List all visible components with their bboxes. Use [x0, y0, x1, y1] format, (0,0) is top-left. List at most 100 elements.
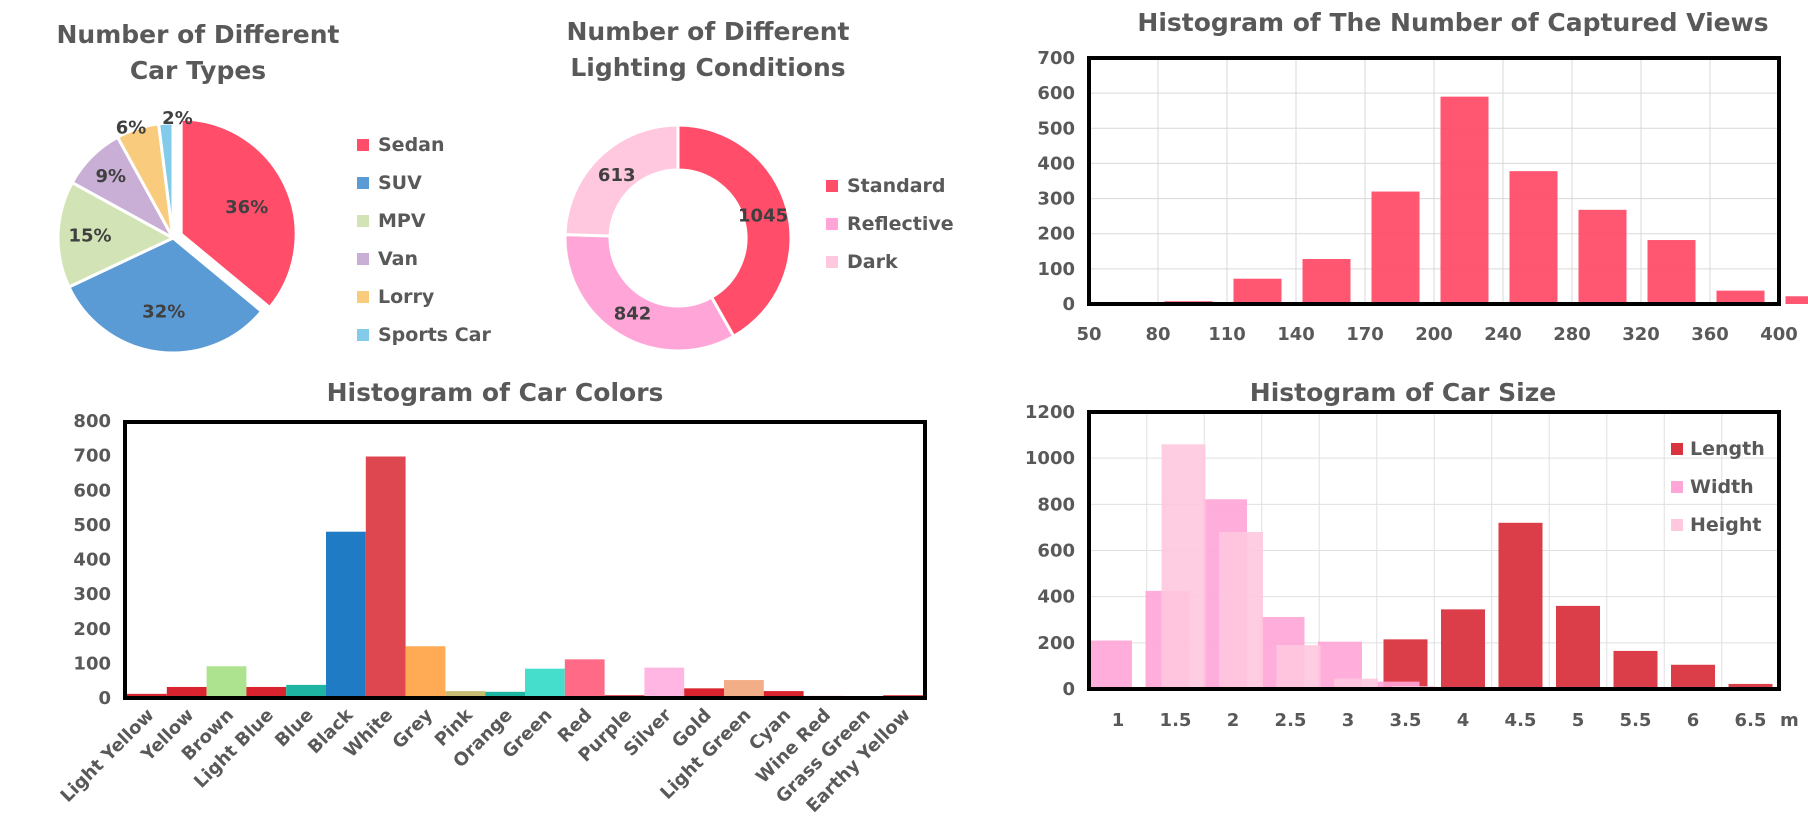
- car-types-legend-swatch-van: [357, 253, 369, 265]
- colors-plot-frame: [123, 420, 927, 700]
- car-types-legend-swatch-lorry: [357, 291, 369, 303]
- lighting-label-dark: 613: [598, 165, 636, 186]
- views-ytick-100: 100: [1037, 259, 1075, 280]
- colors-ytick-400: 400: [73, 550, 111, 571]
- size-bar-height-3: [1334, 678, 1378, 689]
- size-bar-width-3-5: [1375, 681, 1420, 689]
- car-types-slice-mpv: [56, 180, 177, 289]
- colors-ytick-700: 700: [73, 446, 111, 467]
- colors-ytick-200: 200: [73, 619, 111, 640]
- car-types-slice-sedan: [179, 117, 298, 310]
- size-bar-length-6-5: [1728, 683, 1773, 689]
- views-xtick-280: 280: [1553, 324, 1591, 345]
- colors-bar-yellow: [166, 686, 207, 698]
- size-ytick-600: 600: [1037, 541, 1075, 562]
- views-bar-110: [1233, 278, 1282, 304]
- car-types-legend-swatch-suv: [357, 177, 369, 189]
- colors-chart: Histogram of Car Colors 0 100 200 300 400 500…: [57, 378, 927, 817]
- lighting-slice-standard: [676, 123, 793, 339]
- car-types-title-line-2: Car Types: [130, 56, 266, 85]
- views-title: Histogram of The Number of Captured View…: [1137, 8, 1768, 37]
- colors-bar-cyan: [763, 691, 804, 698]
- colors-bar-orange: [485, 691, 525, 698]
- size-ytick-200: 200: [1037, 633, 1075, 654]
- car-types-legend-mpv: MPV: [378, 210, 426, 232]
- size-bar-height-1-5: [1161, 444, 1206, 689]
- colors-ytick-500: 500: [73, 515, 111, 536]
- car-types-label-suv: 32%: [142, 301, 185, 322]
- views-ytick-700: 700: [1037, 48, 1075, 69]
- size-xtick-3: 3: [1342, 710, 1355, 731]
- colors-ytick-100: 100: [73, 653, 111, 674]
- car-types-slice-suv: [66, 236, 264, 355]
- views-plot-frame: [1087, 56, 1781, 306]
- colors-bar-white: [365, 456, 406, 698]
- lighting-legend-reflective: Reflective: [847, 213, 954, 235]
- car-types-legend-swatch-mpv: [357, 215, 369, 227]
- size-legend-swatch-width: [1671, 481, 1683, 493]
- lighting-chart: Number of Different Lighting Conditions …: [563, 17, 954, 353]
- views-ytick-0: 0: [1062, 294, 1075, 315]
- views-ytick-300: 300: [1037, 189, 1075, 210]
- size-ytick-0: 0: [1062, 679, 1075, 700]
- views-bar-140: [1302, 259, 1351, 304]
- views-bar-170: [1371, 191, 1420, 304]
- size-xtick-2: 2: [1227, 710, 1240, 731]
- views-xtick-50: 50: [1076, 324, 1101, 345]
- car-types-label-van: 9%: [95, 166, 126, 187]
- lighting-title-line-1: Number of Different: [567, 17, 850, 46]
- colors-ytick-800: 800: [73, 411, 111, 432]
- views-bar-360: [1716, 290, 1765, 304]
- lighting-slice-reflective: [563, 233, 736, 353]
- car-types-label-sports-car: 2%: [162, 108, 193, 129]
- colors-bar-pink: [445, 691, 486, 698]
- lighting-legend-swatch-reflective: [826, 218, 838, 230]
- size-legend-width: Width: [1690, 476, 1754, 498]
- car-types-legend-lorry: Lorry: [378, 286, 435, 308]
- size-bar-length-5: [1556, 605, 1600, 689]
- size-bar-height-2-5: [1276, 645, 1321, 689]
- views-xtick-200: 200: [1415, 324, 1453, 345]
- car-types-legend-swatch-sedan: [357, 139, 369, 151]
- views-xtick-240: 240: [1484, 324, 1522, 345]
- views-ytick-500: 500: [1037, 118, 1075, 139]
- views-bar-200: [1440, 96, 1489, 305]
- lighting-legend-dark: Dark: [847, 251, 898, 273]
- size-bar-length-6: [1671, 664, 1715, 689]
- size-bar-length-4-5: [1498, 522, 1543, 689]
- colors-bar-black: [326, 531, 366, 698]
- size-legend-height: Height: [1690, 514, 1762, 536]
- lighting-label-reflective: 842: [614, 303, 652, 324]
- size-legend-length: Length: [1690, 438, 1765, 460]
- colors-ytick-600: 600: [73, 480, 111, 501]
- size-ytick-1000: 1000: [1025, 448, 1075, 469]
- size-xtick-2-5: 2.5: [1275, 710, 1307, 731]
- size-xtick-1: 1: [1112, 710, 1125, 731]
- car-types-label-sedan: 36%: [225, 197, 268, 218]
- views-chart: Histogram of The Number of Captured View…: [1037, 8, 1808, 345]
- views-ytick-400: 400: [1037, 153, 1075, 174]
- lighting-legend-standard: Standard: [847, 175, 946, 197]
- colors-bar-silver: [644, 667, 685, 698]
- views-xtick-170: 170: [1346, 324, 1384, 345]
- lighting-legend-swatch-standard: [826, 180, 838, 192]
- colors-bar-gold: [684, 688, 724, 698]
- size-bar-length-5-5: [1613, 650, 1658, 689]
- views-xtick-320: 320: [1622, 324, 1660, 345]
- colors-bar-light-green: [724, 680, 764, 698]
- size-ytick-400: 400: [1037, 587, 1075, 608]
- colors-bar-light-yellow: [127, 693, 167, 698]
- size-xtick-5: 5: [1572, 710, 1585, 731]
- views-ytick-600: 600: [1037, 83, 1075, 104]
- car-types-slice-sports-car: [156, 121, 175, 239]
- size-plot-frame: [1087, 410, 1781, 691]
- lighting-legend-swatch-dark: [826, 256, 838, 268]
- size-xtick-1-5: 1.5: [1160, 710, 1192, 731]
- car-types-legend-sports-car: Sports Car: [378, 324, 491, 346]
- car-types-chart: Number of Different Car Types 36% 32% 15% 9…: [56, 20, 491, 355]
- car-types-label-mpv: 15%: [68, 225, 111, 246]
- views-bar-280: [1578, 209, 1627, 304]
- car-types-legend-van: Van: [378, 248, 418, 270]
- size-legend-swatch-length: [1671, 443, 1683, 455]
